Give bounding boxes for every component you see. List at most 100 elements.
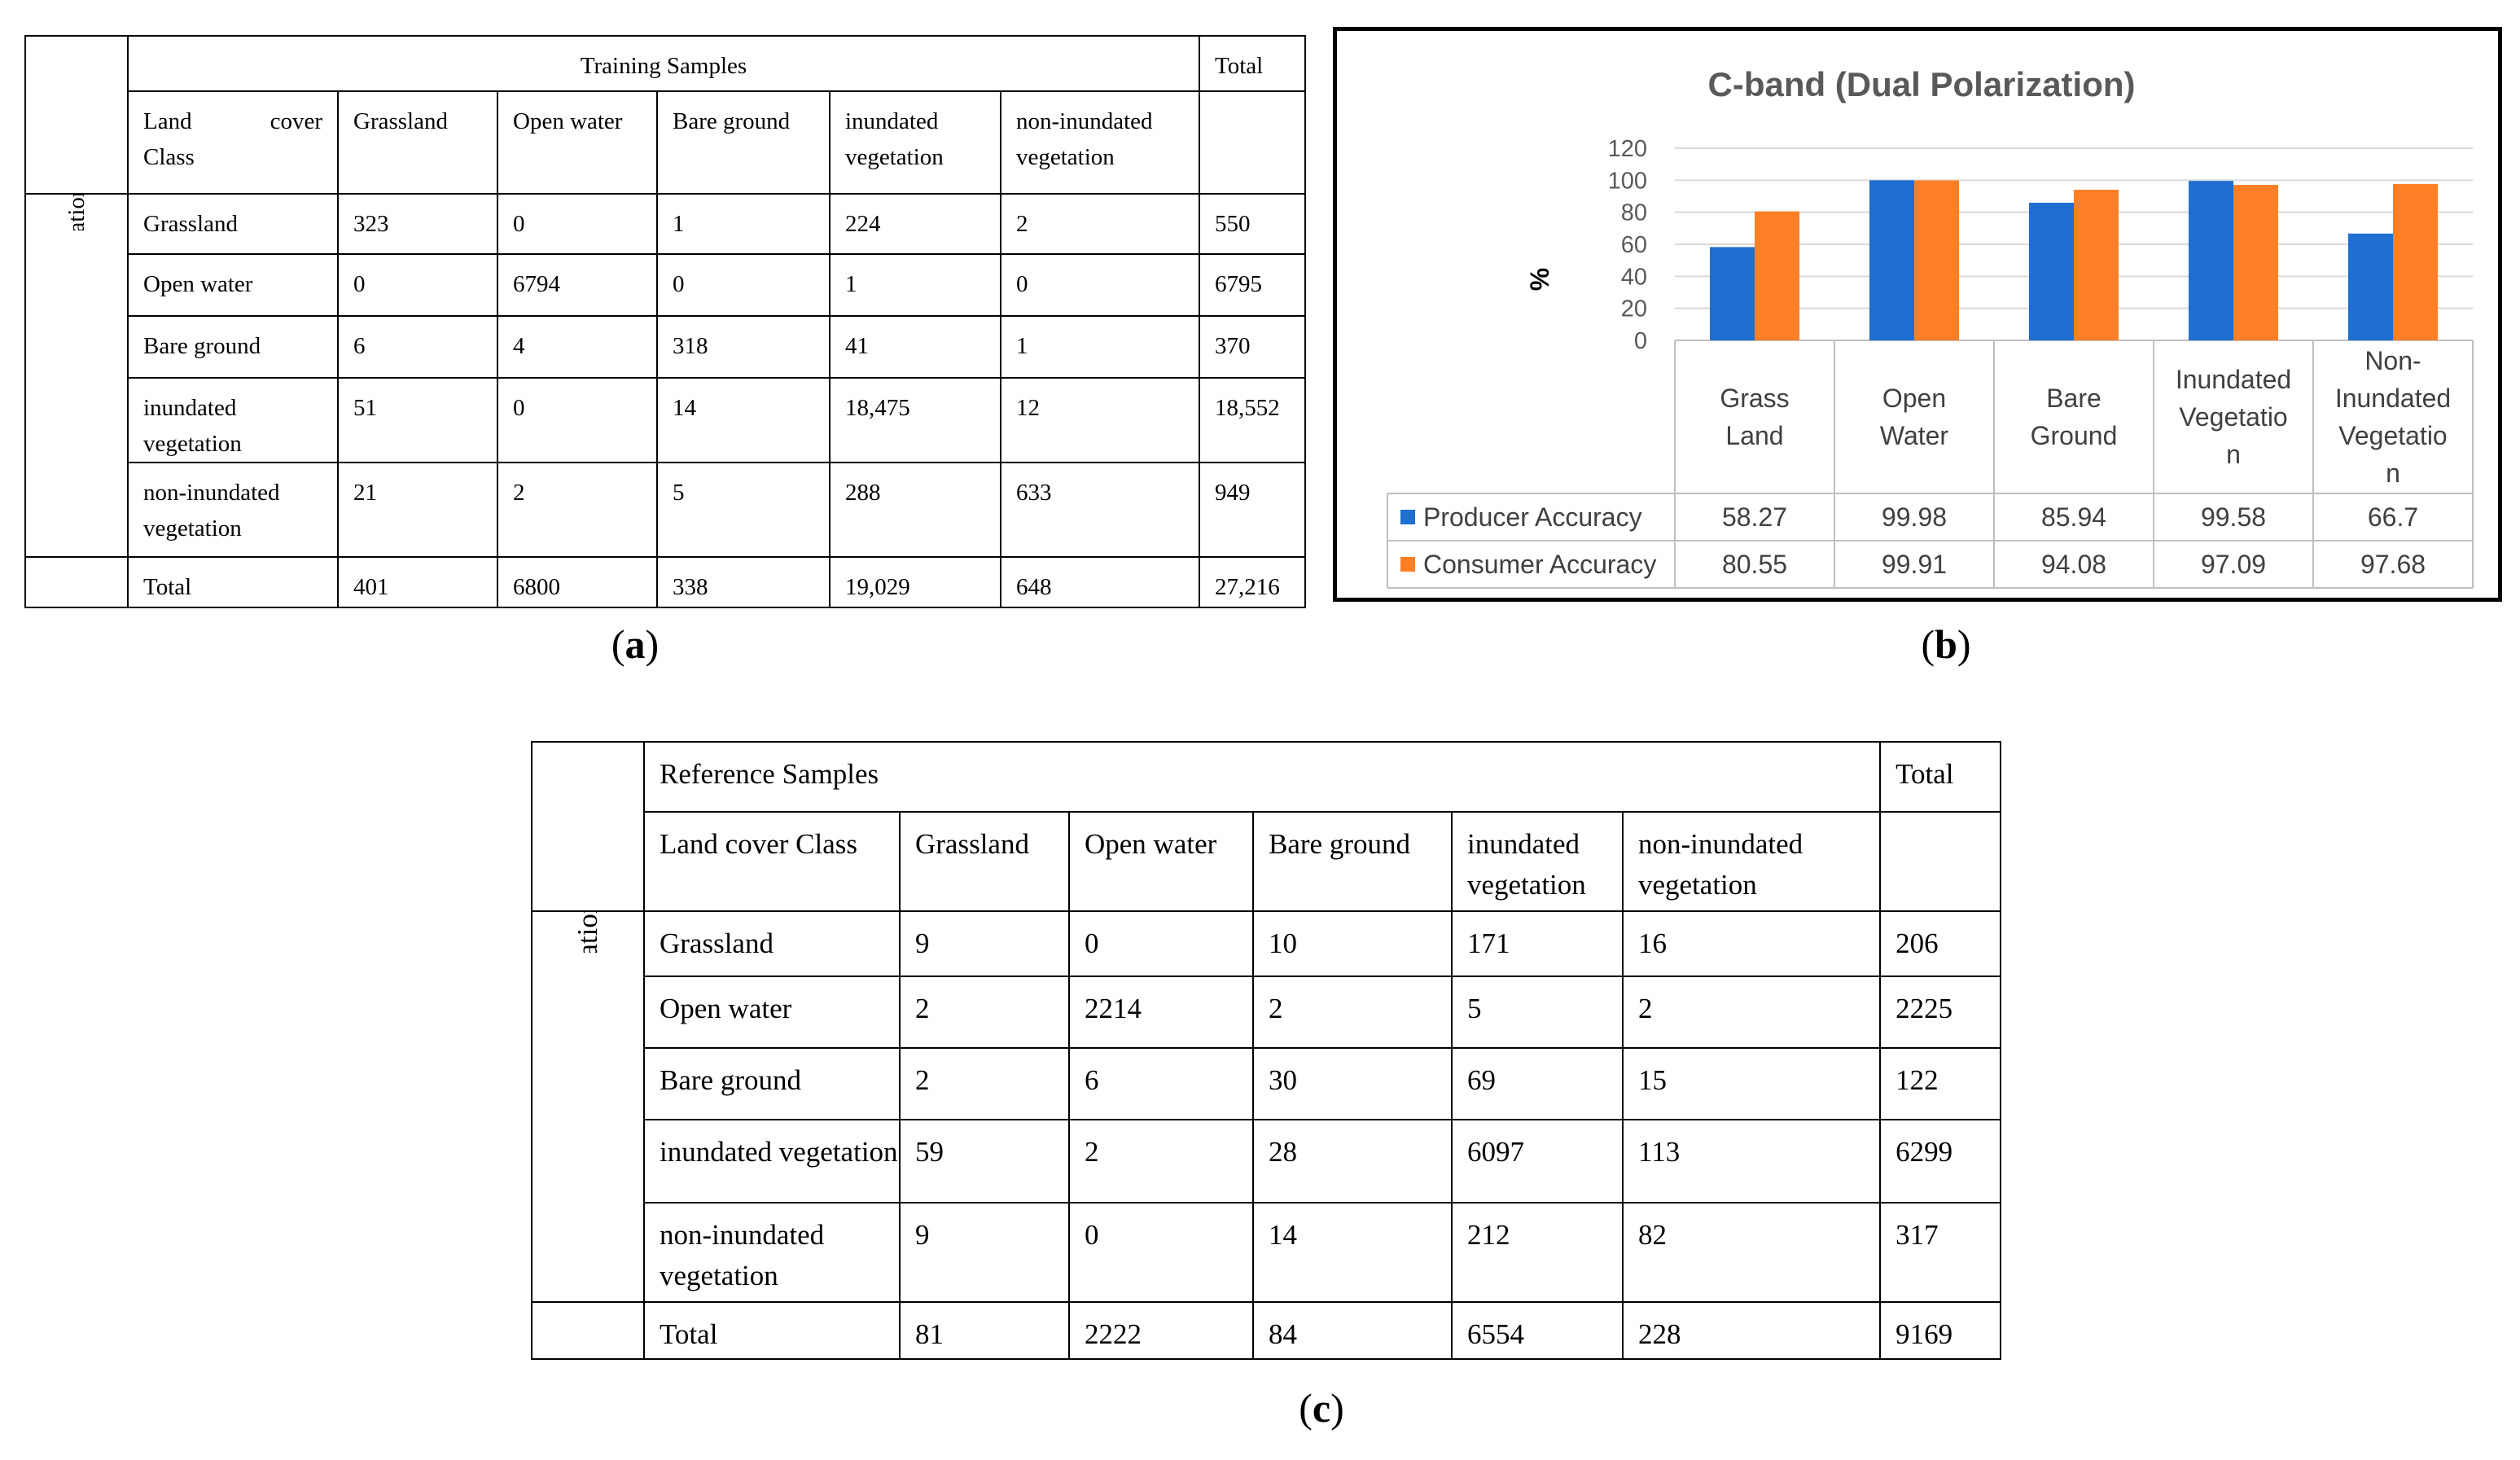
y-tick-label: 0 bbox=[1634, 328, 1647, 354]
table-row: inundated vegetation 51 0 14 18,475 12 1… bbox=[25, 377, 1307, 463]
y-tick-label: 40 bbox=[1621, 264, 1647, 290]
cell: 82 bbox=[1621, 1202, 1882, 1303]
data-value-label: 97.68 bbox=[2360, 550, 2426, 579]
row-label: Open water bbox=[127, 253, 339, 317]
total-header-empty bbox=[1879, 811, 2002, 912]
bars bbox=[1710, 180, 2438, 340]
row-label: non-inundated vegetation bbox=[643, 1202, 901, 1303]
table-row: Classification Results Grassland 9 0 10 … bbox=[531, 910, 2002, 1303]
row-total: 6795 bbox=[1199, 253, 1307, 317]
row-label: inundated vegetation bbox=[127, 377, 339, 463]
cell: 0 bbox=[656, 253, 831, 317]
row-total: 6299 bbox=[1879, 1119, 2002, 1204]
row-total: 206 bbox=[1879, 910, 2002, 977]
cell: 338 bbox=[656, 556, 831, 608]
table-row: non-inundated vegetation 21 2 5 288 633 … bbox=[25, 462, 1307, 558]
data-value-label: 99.98 bbox=[1882, 502, 1947, 532]
bar-consumer bbox=[2393, 183, 2438, 340]
row-total: 317 bbox=[1879, 1202, 2002, 1303]
cell: 633 bbox=[999, 462, 1201, 558]
data-value-label: 85.94 bbox=[2041, 502, 2106, 532]
total-header-empty bbox=[1199, 90, 1307, 195]
y-tick-label: 60 bbox=[1621, 232, 1647, 258]
legend-label: Consumer Accuracy bbox=[1423, 550, 1656, 579]
category-label: n bbox=[2386, 458, 2400, 488]
cell: 2 bbox=[1621, 976, 1882, 1049]
column-header-inundated-vegetation: inundated vegetation bbox=[829, 90, 1001, 195]
category-label: Vegetatio bbox=[2179, 402, 2287, 432]
cell: 14 bbox=[656, 377, 831, 463]
category-label: Non- bbox=[2364, 346, 2421, 375]
total-row: Total 81 2222 84 6554 228 9169 bbox=[531, 1301, 2002, 1360]
y-tick-label: 20 bbox=[1621, 296, 1647, 322]
table-row: Bare ground 2 6 30 69 15 122 bbox=[532, 1047, 2002, 1120]
row-group-label: Classification Results bbox=[24, 193, 129, 558]
land-cover-class-header: Land cover Class bbox=[127, 90, 339, 195]
bar-consumer bbox=[2233, 185, 2278, 340]
row-label: Open water bbox=[643, 976, 901, 1049]
y-tick-label: 80 bbox=[1621, 200, 1647, 226]
total-header: Total bbox=[1199, 35, 1307, 92]
data-value-label: 97.09 bbox=[2201, 550, 2266, 579]
cell: 12 bbox=[999, 377, 1201, 463]
data-value-label: 80.55 bbox=[1722, 550, 1787, 579]
cell: 2 bbox=[1068, 1119, 1254, 1204]
panel-b-chart: 0 20 40 60 80 100 120 Grass Land Open Water Bare Gro… bbox=[1333, 27, 2502, 602]
column-header-bare-ground: Bare ground bbox=[656, 90, 831, 195]
cell: 30 bbox=[1252, 1047, 1453, 1120]
column-header-bare-ground: Bare ground bbox=[1252, 811, 1453, 912]
cell: 19,029 bbox=[829, 556, 1001, 608]
cell: 401 bbox=[337, 556, 498, 608]
data-value-label: 99.91 bbox=[1882, 550, 1947, 579]
category-label: Land bbox=[1725, 421, 1783, 450]
cell: 2 bbox=[899, 1047, 1070, 1120]
row-label: Grassland bbox=[127, 193, 339, 255]
cell: 59 bbox=[899, 1119, 1070, 1204]
y-tick-label: 100 bbox=[1608, 168, 1647, 194]
row-label: Grassland bbox=[643, 910, 901, 977]
cell: 5 bbox=[1451, 976, 1624, 1049]
data-value-label: 99.58 bbox=[2201, 502, 2266, 532]
cell: 228 bbox=[1621, 1301, 1882, 1360]
column-header-non-inundated-vegetation: non-inundated vegetation bbox=[999, 90, 1201, 195]
table-row: Open water 2 2214 2 5 2 2225 bbox=[532, 976, 2002, 1049]
column-header-inundated-vegetation: inundated vegetation bbox=[1451, 811, 1624, 912]
cell: 171 bbox=[1451, 910, 1624, 977]
row-label: Total bbox=[643, 1301, 901, 1360]
training-samples-header: Training Samples bbox=[126, 35, 1201, 92]
cell: 0 bbox=[1068, 1202, 1254, 1303]
data-value-label: 66.7 bbox=[2368, 502, 2418, 532]
cell: 648 bbox=[999, 556, 1201, 608]
cell: 2 bbox=[497, 462, 658, 558]
cell: 84 bbox=[1252, 1301, 1453, 1360]
table-row: Open water 0 6794 0 1 0 6795 bbox=[25, 253, 1307, 317]
row-total: 370 bbox=[1199, 315, 1307, 379]
cell: 0 bbox=[337, 253, 498, 317]
y-tick-label: 120 bbox=[1608, 136, 1647, 162]
row-total: 949 bbox=[1199, 462, 1307, 558]
cell: 0 bbox=[1068, 910, 1254, 977]
cell: 2222 bbox=[1068, 1301, 1254, 1360]
cell: 28 bbox=[1252, 1119, 1453, 1204]
table-row: inundated vegetation 59 2 28 6097 113 62… bbox=[532, 1119, 2002, 1204]
bar-producer bbox=[2189, 181, 2233, 340]
cell: 51 bbox=[337, 377, 498, 463]
bar-consumer bbox=[1755, 211, 1799, 340]
total-row: Total 401 6800 338 19,029 648 27,216 bbox=[24, 556, 1307, 608]
cell: 4 bbox=[497, 315, 658, 379]
category-label: Inundated bbox=[2176, 365, 2291, 394]
cell: 18,475 bbox=[829, 377, 1001, 463]
corner-cell bbox=[531, 741, 645, 912]
data-value-label: 58.27 bbox=[1722, 502, 1787, 532]
panel-c-confusion-table: Reference Samples Total Land cover Class… bbox=[531, 741, 2002, 1360]
legend-key-consumer bbox=[1400, 557, 1415, 572]
cell: 14 bbox=[1252, 1202, 1453, 1303]
y-axis-label: % bbox=[1525, 268, 1554, 291]
cell: 2 bbox=[999, 193, 1201, 255]
table-row: Classification Results Grassland 323 0 1… bbox=[24, 193, 1307, 558]
cell: 2 bbox=[1252, 976, 1453, 1049]
cell: 5 bbox=[656, 462, 831, 558]
column-header-grassland: Grassland bbox=[899, 811, 1070, 912]
row-total: 9169 bbox=[1879, 1301, 2002, 1360]
column-header-non-inundated-vegetation: non-inundated vegetation bbox=[1621, 811, 1882, 912]
